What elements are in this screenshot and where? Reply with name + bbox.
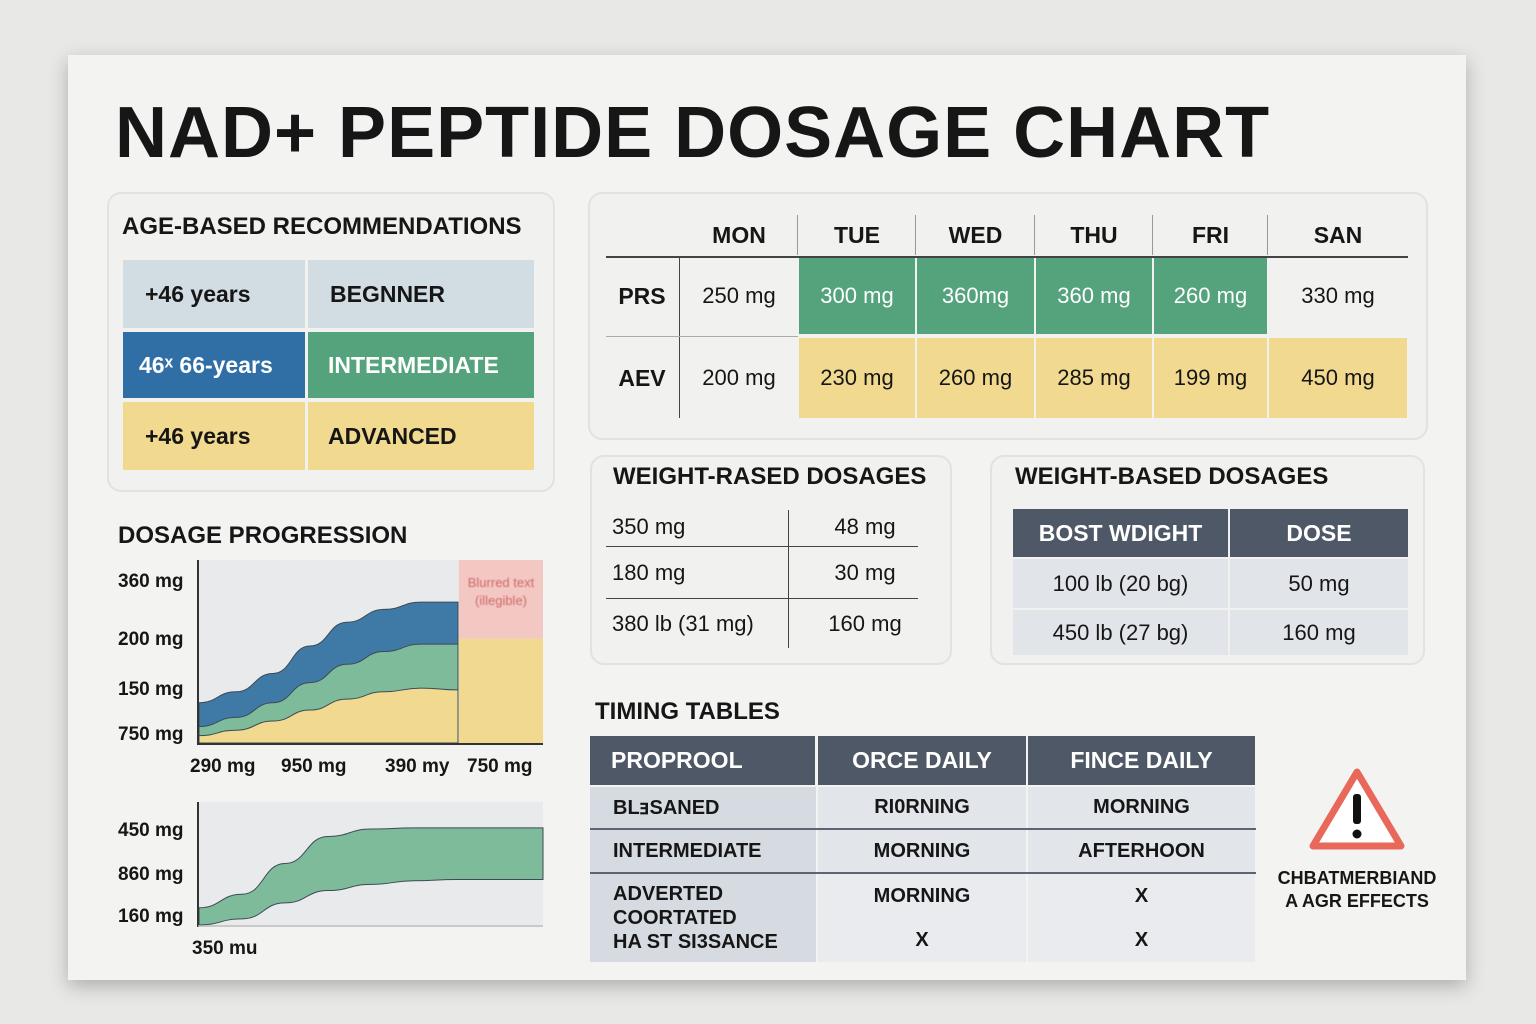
level-label: ADVANCED xyxy=(308,402,534,470)
body-weight-cell: 450 lb (27 bg) xyxy=(1013,610,1228,655)
divider xyxy=(590,828,1256,830)
weight-cell: 350 mg xyxy=(612,514,686,539)
x-tick-label: 290 mg xyxy=(190,756,256,777)
row-label: AEV xyxy=(618,364,666,391)
divider xyxy=(1034,215,1035,255)
weight-heading-2: WEIGHT-BASED DOSAGES xyxy=(1015,463,1329,490)
divider xyxy=(606,336,798,337)
divider xyxy=(797,215,798,255)
timing-cell: AFTERHOON xyxy=(1028,830,1255,872)
day-header: THU xyxy=(1070,221,1118,248)
divider xyxy=(915,215,916,255)
divider xyxy=(606,598,918,599)
divider xyxy=(1267,215,1268,255)
dose-cell: 160 mg xyxy=(1230,610,1408,655)
weight-panel-1 xyxy=(590,455,952,665)
warning-line-1: CHBATMERBIAND xyxy=(1277,868,1437,888)
day-header: MON xyxy=(712,221,766,248)
column-header: ORCE DAILY xyxy=(818,736,1026,785)
y-tick-label: 150 mg xyxy=(118,679,184,700)
area-series-band xyxy=(198,827,544,926)
dose-cell: 285 mg xyxy=(1036,338,1152,418)
age-range: +46 years xyxy=(123,402,305,470)
divider xyxy=(606,546,918,547)
x-tick-label: 950 mg xyxy=(281,756,347,777)
timing-cell: X xyxy=(1028,874,1255,918)
dose-cell: 50 mg xyxy=(1230,559,1408,608)
dose-cell: 260 mg xyxy=(1154,258,1267,334)
dose-cell: 330 mg xyxy=(1301,283,1375,308)
warning-text: CHBATMERBIAND A AGR EFFECTS xyxy=(1262,867,1452,913)
column-header: BOST WDIGHT xyxy=(1013,509,1228,557)
dose-cell: 360 mg xyxy=(1036,258,1152,334)
timing-cell: X xyxy=(818,918,1026,962)
weight-heading-1: WEIGHT-RASED DOSAGES xyxy=(613,463,927,490)
x-tick-label: 390 my xyxy=(385,756,450,777)
highlight-block-pink xyxy=(459,560,543,639)
timing-cell: RI0RNING xyxy=(818,787,1026,828)
area-series-0 xyxy=(198,687,459,744)
progression-heading: DOSAGE PROGRESSION xyxy=(118,522,408,549)
dose-cell: 260 mg xyxy=(917,338,1034,418)
level-label: INTERMEDIATE xyxy=(308,332,534,398)
protocol-cell: BLⱻSANED xyxy=(590,787,816,828)
column-header: FINCE DAILY xyxy=(1028,736,1255,785)
timing-cell: X xyxy=(1028,918,1255,962)
dose-cell: 200 mg xyxy=(702,365,776,390)
body-weight-cell: 100 lb (20 bg) xyxy=(1013,559,1228,608)
y-tick-label: 360 mg xyxy=(118,571,184,592)
weight-cell: 380 lb (31 mg) xyxy=(612,611,754,636)
divider xyxy=(788,510,789,648)
highlight-block-yellow xyxy=(459,638,543,743)
divider xyxy=(679,258,680,418)
timing-cell: MORNING xyxy=(818,830,1026,872)
dose-cell: 360mg xyxy=(917,258,1034,334)
level-label: BEGNNER xyxy=(308,260,534,328)
chart-annotation: Blurred text (illegible) xyxy=(467,575,535,608)
y-tick-label: 750 mg xyxy=(118,724,184,745)
dose-cell: 199 mg xyxy=(1154,338,1267,418)
timing-cell: MORNING xyxy=(818,874,1026,918)
day-header: WED xyxy=(948,221,1003,248)
x-tick-label: 750 mg xyxy=(467,756,533,777)
divider xyxy=(606,256,1408,258)
day-header: SAN xyxy=(1313,221,1363,248)
dose-cell: 250 mg xyxy=(702,283,776,308)
weight-cell: 180 mg xyxy=(612,560,686,585)
day-header: FRI xyxy=(1191,221,1230,248)
age-range: 46ˣ 66-years xyxy=(123,332,305,398)
timing-heading: TIMING TABLES xyxy=(595,698,780,725)
warning-line-2: A AGR EFFECTS xyxy=(1285,891,1429,911)
age-range: +46 years xyxy=(123,260,305,328)
protocol-cell: INTERMEDIATE xyxy=(590,830,816,872)
dose-cell: 160 mg xyxy=(828,611,902,636)
page-title: NAD+ PEPTIDE DOSAGE CHART xyxy=(115,93,1271,173)
dose-cell: 48 mg xyxy=(834,514,896,539)
age-heading: AGE-BASED RECOMMENDATIONS xyxy=(122,213,522,240)
dose-cell: 230 mg xyxy=(799,338,915,418)
row-label: PRS xyxy=(618,282,666,309)
dose-cell: 300 mg xyxy=(799,258,915,334)
day-header: TUE xyxy=(834,221,880,248)
x-tick-label: 350 mu xyxy=(192,938,258,959)
y-tick-label: 860 mg xyxy=(118,864,184,885)
column-header: DOSE xyxy=(1230,509,1408,557)
column-header: PROPROOL xyxy=(590,736,815,785)
protocol-cell: ADVERTED COORTATED HA ST SI3SANCE xyxy=(590,874,816,962)
warning-triangle-icon xyxy=(1309,768,1405,850)
y-tick-label: 450 mg xyxy=(118,820,184,841)
divider xyxy=(590,872,1256,874)
y-tick-label: 200 mg xyxy=(118,629,184,650)
timing-cell: MORNING xyxy=(1028,787,1255,828)
y-tick-label: 160 mg xyxy=(118,906,184,927)
divider xyxy=(1152,215,1153,255)
dose-cell: 450 mg xyxy=(1269,338,1407,418)
dose-cell: 30 mg xyxy=(834,560,896,585)
